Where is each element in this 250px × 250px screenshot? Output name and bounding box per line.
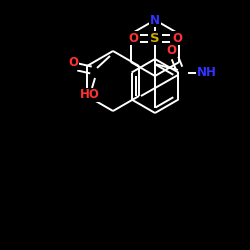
Text: S: S	[150, 32, 160, 44]
Text: O: O	[128, 32, 138, 44]
Text: O: O	[172, 32, 182, 44]
Text: HO: HO	[80, 88, 100, 102]
Text: NH: NH	[197, 66, 217, 80]
Text: O: O	[68, 56, 78, 70]
Text: N: N	[150, 14, 160, 26]
Text: O: O	[166, 44, 176, 58]
